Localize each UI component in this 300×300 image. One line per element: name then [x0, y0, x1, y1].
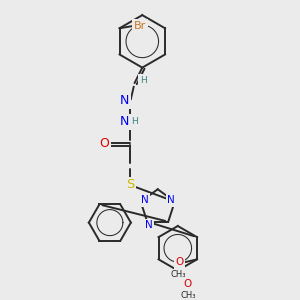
- Text: O: O: [183, 279, 191, 290]
- Text: N: N: [120, 94, 129, 107]
- Text: H: H: [140, 76, 147, 85]
- Text: Br: Br: [134, 21, 146, 31]
- Text: N: N: [141, 195, 148, 205]
- Text: N: N: [120, 115, 129, 128]
- Text: O: O: [100, 137, 110, 150]
- Text: N: N: [145, 220, 153, 230]
- Text: O: O: [175, 257, 184, 267]
- Text: S: S: [126, 178, 134, 191]
- Text: CH₃: CH₃: [171, 270, 186, 279]
- Text: H: H: [131, 117, 138, 126]
- Text: CH₃: CH₃: [181, 291, 196, 300]
- Text: N: N: [167, 195, 175, 205]
